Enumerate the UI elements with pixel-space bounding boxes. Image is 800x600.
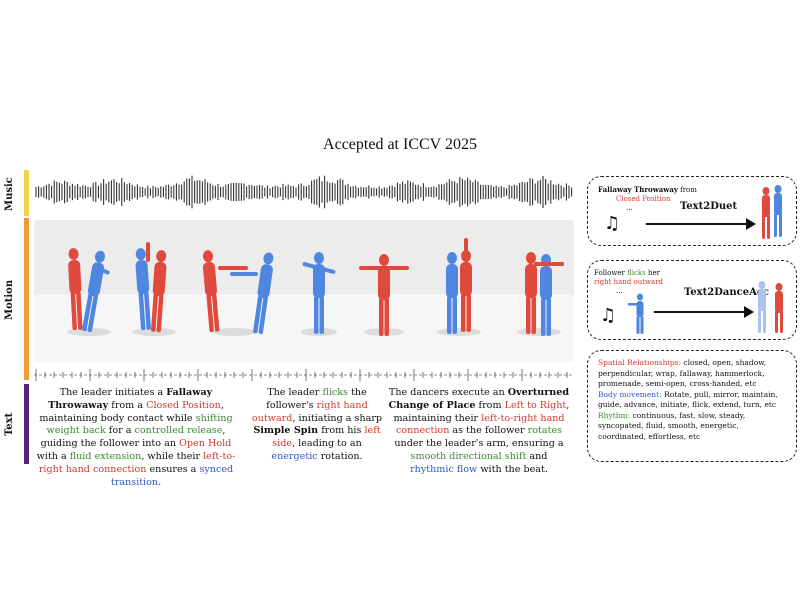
caption-spatial-term: left side	[272, 425, 381, 450]
music-waveform	[35, 175, 573, 209]
caption-text: for a	[105, 425, 135, 437]
dancer-blue-solo	[302, 252, 336, 334]
music-note-icon: ♫	[600, 305, 617, 326]
dancer-pair-2	[134, 242, 168, 333]
caption-movement-term: smooth directional shift	[410, 450, 527, 462]
prompt-ellipsis: ...	[626, 204, 633, 212]
paper-venue-title: Accepted at ICCV 2025	[323, 136, 477, 153]
prompt-text: her	[645, 269, 660, 277]
legend-body-label: Body movement:	[598, 389, 662, 399]
caption-movement-term: controlled release	[134, 425, 223, 437]
caption-text: The leader	[267, 387, 323, 398]
arrow-icon	[654, 306, 754, 318]
text2danceacc-title: Text2DanceAcc	[684, 287, 770, 298]
motion-row-bar	[24, 218, 29, 380]
dancer-pair-1	[67, 247, 110, 333]
caption-text: The leader initiates a	[59, 387, 167, 398]
row-label-text: Text	[4, 412, 15, 436]
music-note-icon: ♫	[604, 213, 621, 234]
legend-body-terms: Rotate, pull, mirror, maintain, guide, a…	[598, 389, 778, 410]
legend-rhythm-label: Rhythm:	[598, 410, 631, 420]
caption-text: , maintaining body contact while	[39, 399, 224, 424]
caption-text: rotation.	[317, 450, 363, 462]
caption-rhythm-term: rhythmic flow	[410, 463, 478, 475]
caption-move-name: Overturned Change of Place	[388, 387, 570, 411]
caption-text: from his	[318, 425, 365, 437]
caption-rhythm-term: synced transition	[110, 463, 234, 488]
caption-simple-spin: The leader flicks the follower's right h…	[248, 387, 386, 464]
caption-spatial-term: Closed Position	[146, 399, 221, 411]
text2danceacc-box: Follower flicks her right hand outward .…	[587, 260, 797, 340]
caption-movement-term: fluid extension	[69, 450, 142, 462]
legend-spatial: Spatial Relationships: closed, open, sha…	[598, 358, 786, 390]
text2duet-title: Text2Duet	[680, 201, 738, 212]
dancer-pair-6	[446, 238, 472, 334]
caption-spatial-term: left-to-right hand connection	[395, 412, 565, 437]
vocabulary-legend-box: Spatial Relationships: closed, open, sha…	[587, 350, 797, 462]
duet-figures	[762, 185, 782, 239]
caption-move-name: Simple Spin	[253, 425, 319, 437]
legend-spatial-terms: closed, open, shadow, perpendicular, wra…	[598, 358, 767, 388]
prompt-text: from	[677, 186, 697, 194]
caption-text: as the follower	[449, 425, 528, 437]
legend-rhythm: Rhythm: continuous, fast, slow, steady, …	[598, 411, 786, 443]
timeline-ruler	[34, 369, 574, 381]
caption-overturned-change: The dancers execute an Overturned Change…	[388, 387, 570, 477]
prompt-spatial-term: Closed Position	[616, 195, 671, 203]
caption-text: with a	[36, 450, 70, 462]
caption-text: , while their	[141, 450, 204, 462]
prompt-move-name: Fallaway Throwaway	[598, 185, 678, 194]
caption-move-name: Fallaway Throwaway	[48, 387, 213, 411]
text2danceacc-prompt: Follower flicks her right hand outward .…	[594, 269, 674, 296]
accompaniment-figures	[758, 281, 783, 333]
caption-movement-term: shifting weight back	[46, 412, 233, 437]
caption-text: with the beat.	[477, 463, 548, 475]
legend-spatial-label: Spatial Relationships:	[598, 358, 682, 367]
caption-text: The dancers execute an	[388, 387, 508, 398]
caption-text: ensures a	[146, 463, 200, 475]
row-label-motion: Motion	[4, 279, 15, 321]
text2duet-prompt: Fallaway Throwaway from Closed Position …	[598, 185, 698, 213]
caption-fallaway-throwaway: The leader initiates a Fallaway Throwawa…	[36, 387, 236, 489]
caption-movement-term: flicks	[322, 387, 349, 398]
text2duet-box: Fallaway Throwaway from Closed Position …	[587, 176, 797, 246]
prompt-spatial-term: right hand outward	[594, 278, 664, 286]
dancer-figures	[67, 238, 564, 336]
caption-spatial-term: right hand outward	[251, 399, 368, 424]
caption-spatial-term: Open Hold	[179, 438, 232, 450]
legend-rhythm-terms: continuous, fast, slow, steady, syncopat…	[598, 410, 746, 441]
caption-text: , maintaining their	[393, 399, 570, 424]
caption-rhythm-term: energetic	[271, 450, 318, 462]
caption-text: and	[526, 450, 548, 462]
text-row-bar	[24, 384, 29, 464]
caption-spatial-term: left-to-right hand connection	[38, 450, 236, 475]
caption-text: , initiating a sharp	[292, 412, 383, 424]
legend-body: Body movement: Rotate, pull, mirror, mai…	[598, 390, 786, 411]
music-row-bar	[24, 170, 29, 216]
follower-figure	[628, 293, 644, 334]
dancer-pair-7	[525, 252, 564, 336]
caption-movement-term: rotates	[527, 425, 563, 437]
caption-text: , guiding the follower into an	[40, 425, 226, 450]
caption-text: under the leader's arm, ensuring a	[394, 438, 564, 450]
prompt-text: Follower	[594, 269, 628, 277]
caption-spatial-term: Left to Right	[504, 399, 567, 411]
dancer-red-solo	[359, 254, 409, 336]
arrow-icon	[646, 218, 756, 230]
row-label-music: Music	[4, 177, 15, 211]
caption-text: , leading to an	[292, 438, 362, 450]
prompt-ellipsis: ...	[616, 287, 623, 295]
prompt-movement-term: flicks	[627, 269, 646, 277]
motion-panel	[34, 220, 574, 362]
dancer-pair-3	[201, 249, 276, 335]
caption-text: .	[158, 476, 162, 488]
caption-text: from a	[108, 399, 147, 411]
caption-text: from	[475, 399, 505, 411]
caption-text: the follower's	[266, 387, 367, 411]
